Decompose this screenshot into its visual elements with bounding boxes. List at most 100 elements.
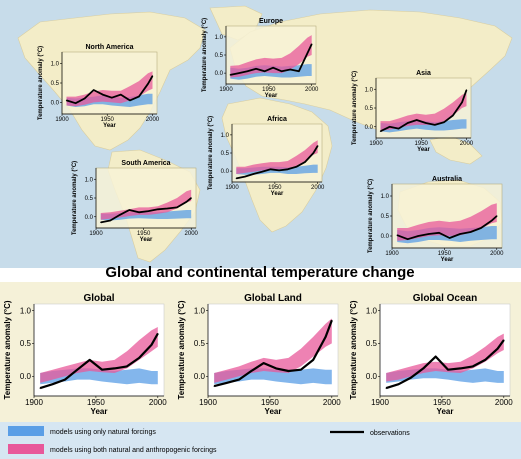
observation-point (261, 171, 263, 173)
chart-title: Europe (259, 18, 283, 25)
observation-point (213, 385, 215, 387)
y-tick-label: 0.5 (20, 339, 32, 348)
band-both (236, 140, 318, 174)
x-axis-label: Year (103, 123, 116, 129)
chart-north-america: 1900 1950 2000 0.0 0.5 1.0 Year Temperature ano… (38, 44, 160, 129)
chart-australia: 1900 1950 2000 0.0 0.5 1.0 Year Temperature ano… (368, 176, 504, 263)
chart-asia: 1900 1950 2000 0.0 0.5 1.0 Year Temperature ano… (352, 70, 474, 153)
observation-point (312, 152, 314, 154)
x-tick-label: 1950 (438, 251, 452, 257)
observation-point (252, 173, 254, 175)
x-tick-label: 1950 (261, 398, 279, 407)
y-tick-label: 0.5 (194, 339, 206, 348)
observation-point (76, 369, 78, 371)
observation-point (304, 161, 306, 163)
observation-point (470, 231, 472, 233)
y-tick-label: 1.0 (215, 35, 224, 41)
legend-label-both: models using both natural and anthropoge… (50, 447, 217, 454)
x-axis-label: Year (441, 257, 454, 263)
y-axis-label: Temperature anomaly (°C) (352, 71, 358, 145)
observation-point (185, 201, 188, 203)
y-tick-label: 1.0 (194, 306, 206, 315)
legend-swatch-natural (8, 426, 44, 436)
band-both (66, 71, 153, 107)
chart-europe: 1900 1950 2000 0.0 0.5 1.0 Year Temperature ano… (202, 18, 319, 99)
observation-point (447, 369, 449, 371)
observation-point (449, 237, 451, 239)
observation-point (306, 52, 308, 54)
y-tick-label: 0.5 (221, 151, 230, 157)
chart-title: Global Land (244, 293, 302, 304)
band-both (214, 318, 332, 383)
observation-point (157, 333, 159, 335)
observation-point (166, 207, 168, 210)
observation-point (452, 114, 454, 117)
observation-point (379, 130, 382, 132)
observation-point (416, 119, 418, 121)
observation-point (270, 168, 272, 170)
observation-point (295, 166, 297, 168)
x-tick-label: 1950 (268, 185, 282, 191)
observation-point (484, 359, 486, 361)
y-tick-label: 0.0 (221, 169, 230, 175)
charts: 1900 1950 2000 0.0 0.5 1.0 Year Temperature ano… (3, 18, 513, 416)
y-axis-label: Temperature anomaly (°C) (72, 161, 78, 235)
legend: models using only natural forcings model… (8, 426, 410, 454)
x-tick-label: 1900 (25, 398, 43, 407)
observation-point (480, 227, 482, 229)
observation-point (147, 210, 149, 212)
y-tick-label: 0.5 (365, 106, 374, 112)
observation-point (126, 365, 128, 367)
observation-point (497, 348, 499, 350)
y-tick-label: 0.5 (51, 81, 60, 87)
x-axis-label: Year (437, 407, 454, 416)
observation-point (278, 169, 280, 171)
legend-swatch-both (8, 444, 44, 454)
x-tick-label: 2000 (149, 398, 167, 407)
x-axis-label: Year (417, 147, 430, 153)
y-tick-label: 1.0 (221, 133, 230, 139)
observation-point (75, 102, 77, 104)
observation-point (255, 68, 257, 70)
observation-point (396, 234, 398, 236)
band-both (230, 35, 312, 78)
observation-point (407, 122, 409, 124)
observation-point (311, 43, 313, 45)
observation-point (317, 145, 319, 147)
y-tick-label: 0.0 (20, 372, 32, 381)
band-both (380, 92, 467, 131)
observation-point (89, 359, 91, 361)
observation-point (65, 99, 68, 101)
band-both (40, 327, 158, 383)
chart-title: South America (121, 160, 170, 167)
observation-point (422, 367, 424, 369)
observation-point (425, 122, 427, 124)
observation-point (93, 89, 95, 91)
observation-point (147, 83, 149, 85)
observation-point (138, 357, 140, 359)
observation-point (151, 75, 154, 77)
y-tick-label: 0.0 (366, 372, 378, 381)
observation-point (410, 377, 412, 379)
observation-point (238, 379, 240, 381)
observation-point (385, 387, 387, 389)
chart-title: North America (86, 44, 134, 51)
observation-point (287, 168, 289, 170)
x-tick-label: 2000 (185, 231, 199, 237)
observation-point (438, 232, 440, 234)
y-axis-label: Temperature anomaly (°C) (349, 300, 358, 399)
legend-label-natural: models using only natural forcings (50, 429, 156, 436)
observation-point (461, 101, 463, 103)
y-axis-label: Temperature anomaly (°C) (202, 18, 208, 92)
chart-global-ocean: 1900 1950 2000 0.0 0.5 1.0 Year Temperature ano… (349, 293, 513, 416)
observation-point (101, 369, 103, 371)
observation-point (417, 235, 419, 237)
observation-point (235, 177, 237, 179)
y-tick-label: 1.0 (20, 306, 32, 315)
legend-label-observations: observations (370, 430, 410, 437)
y-tick-label: 0.0 (85, 215, 94, 221)
observation-point (331, 319, 333, 321)
observation-point (138, 211, 140, 213)
observation-point (281, 70, 283, 72)
observation-point (119, 214, 121, 216)
